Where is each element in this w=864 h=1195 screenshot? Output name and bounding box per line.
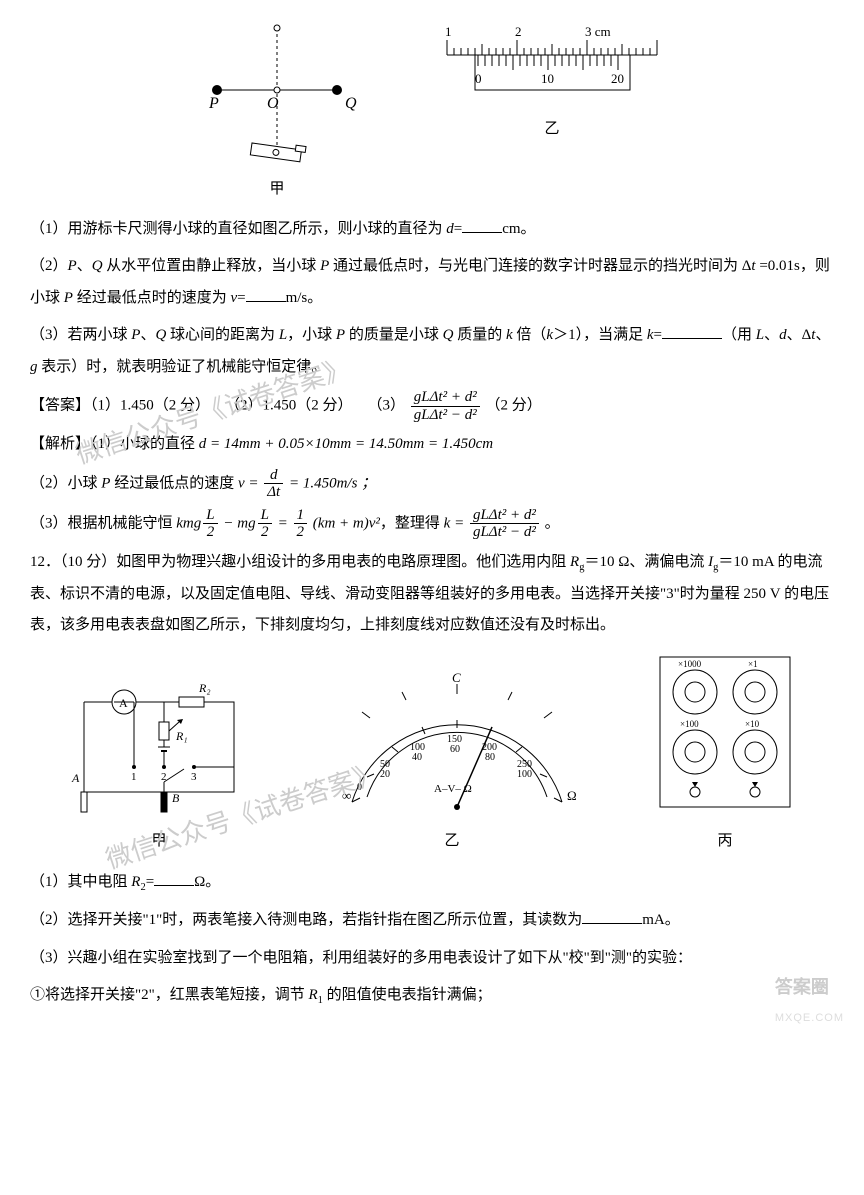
svg-text:Ω: Ω	[567, 788, 577, 803]
svg-text:20: 20	[611, 71, 624, 86]
svg-text:B: B	[172, 791, 180, 805]
figure-pendulum: P O Q 甲	[197, 20, 357, 206]
fig-label-left: 甲	[269, 174, 284, 206]
figure-row-top: P O Q 甲 1 2	[30, 20, 834, 206]
figure-resistance-box: ×1000 ×1 ×100 ×10 丙	[650, 652, 800, 858]
solution-1-2: （2）小球 P 经过最低点的速度 v = dΔt = 1.450m/s ；	[30, 467, 834, 501]
svg-text:Q: Q	[345, 95, 357, 112]
q12-stem: 12．（10 分）如图甲为物理兴趣小组设计的多用电表的电路原理图。他们选用内阻 …	[30, 547, 834, 642]
q12-3-1: ①将选择开关接"2"，红黑表笔短接，调节 R1 的阻值使电表指针满偏；	[30, 980, 834, 1012]
answer-1: 【答案】（1）1.450（2 分） （2）1.450（2 分） （3） gLΔt…	[30, 389, 834, 423]
svg-text:5020: 5020	[380, 759, 390, 780]
q1-3: （3）若两小球 P、Q 球心间的距离为 L，小球 P 的质量是小球 Q 质量的 …	[30, 320, 834, 383]
svg-text:2: 2	[515, 24, 522, 39]
q12-3: （3）兴趣小组在实验室找到了一个电阻箱，利用组装好的多用电表设计了如下从"校"到…	[30, 943, 834, 975]
svg-text:3: 3	[191, 771, 197, 783]
svg-text:1: 1	[445, 24, 452, 39]
q12-2: （2）选择开关接"1"时，两表笔接入待测电路，若指针指在图乙所示位置，其读数为m…	[30, 905, 834, 937]
svg-text:10040: 10040	[410, 742, 425, 763]
figure-dial: C ∞ Ω 0 5020 10040 15060 20080 250100 A–…	[322, 672, 582, 858]
svg-text:×100: ×100	[680, 719, 699, 729]
svg-text:O: O	[267, 95, 279, 112]
svg-text:∞: ∞	[342, 788, 351, 803]
svg-text:250100: 250100	[517, 759, 532, 780]
svg-text:R₂: R₂	[198, 681, 211, 695]
pendulum-svg: P O Q	[197, 20, 357, 170]
figure-ruler: 1 2 3 cm 0 10 20 乙	[437, 20, 667, 206]
svg-text:A: A	[71, 771, 80, 785]
q1-2: （2）P、Q 从水平位置由静止释放，当小球 P 通过最低点时，与光电门连接的数字…	[30, 251, 834, 314]
figure-circuit: A R₂ R₁ 1 2 3	[64, 672, 254, 858]
q1-1: （1）用游标卡尺测得小球的直径如图乙所示，则小球的直径为 d=cm。	[30, 214, 834, 246]
ruler-svg: 1 2 3 cm 0 10 20	[437, 20, 667, 110]
svg-text:A: A	[119, 696, 128, 710]
svg-text:1: 1	[131, 771, 137, 783]
svg-text:0: 0	[357, 782, 362, 793]
solution-1-1: 【解析】（1）小球的直径 d = 14mm + 0.05×10mm = 14.5…	[30, 429, 834, 461]
svg-text:3 cm: 3 cm	[585, 24, 611, 39]
solution-1-3: （3）根据机械能守恒 kmgL2 − mgL2 = 12 (km + m)v²，…	[30, 507, 834, 541]
fig-label-right: 乙	[544, 114, 559, 146]
svg-text:×10: ×10	[745, 719, 760, 729]
fig-label-dial: 乙	[322, 826, 582, 858]
svg-text:20080: 20080	[482, 742, 497, 763]
svg-text:C: C	[452, 672, 461, 685]
svg-text:×1000: ×1000	[678, 659, 702, 669]
svg-text:15060: 15060	[447, 734, 462, 755]
page-logo: 答案圈 MXQE.COM	[775, 969, 844, 1030]
svg-text:A–V– Ω: A–V– Ω	[434, 783, 472, 795]
svg-text:R₁: R₁	[175, 729, 188, 743]
q12-1: （1）其中电阻 R2=Ω。	[30, 867, 834, 899]
svg-text:×1: ×1	[748, 659, 758, 669]
figure-row-mid: A R₂ R₁ 1 2 3	[30, 652, 834, 858]
svg-text:0: 0	[475, 71, 482, 86]
svg-text:P: P	[208, 95, 219, 112]
svg-text:10: 10	[541, 71, 554, 86]
fig-label-circuit: 甲	[64, 826, 254, 858]
fig-label-box: 丙	[650, 826, 800, 858]
